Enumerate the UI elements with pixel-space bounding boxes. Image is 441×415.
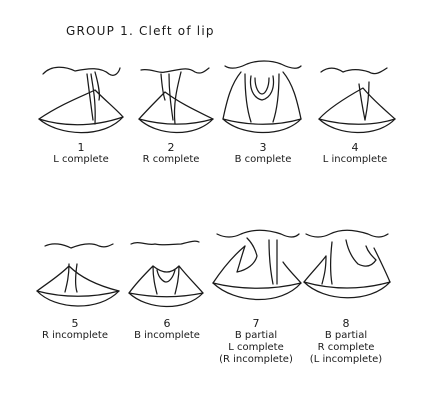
item-number: 7 xyxy=(252,317,260,330)
caption-item-8: 8 B partial R complete (L incomplete) xyxy=(300,317,392,366)
lip-drawing-6-bilateral-incomplete xyxy=(128,240,204,308)
item-label: B complete xyxy=(234,154,292,165)
item-label-line-3: (R incomplete) xyxy=(219,354,293,365)
item-number: 6 xyxy=(163,317,171,330)
item-label: B incomplete xyxy=(134,330,200,341)
item-label-line-1: B partial xyxy=(324,330,368,341)
item-label-line-2: L complete xyxy=(228,342,284,353)
lip-drawing-8-partial-right-complete xyxy=(303,229,391,299)
lip-drawing-2-right-complete xyxy=(138,67,214,134)
lip-drawing-7-partial-left-complete xyxy=(212,229,302,301)
caption-item-7: 7 B partial L complete (R incomplete) xyxy=(210,317,302,366)
item-label: L incomplete xyxy=(322,154,388,165)
item-number: 8 xyxy=(342,317,350,330)
item-label-line-1: B partial xyxy=(234,330,278,341)
item-label: L complete xyxy=(53,154,109,165)
caption-item-5: 5 R incomplete xyxy=(36,317,114,342)
lip-drawing-3-bilateral-complete xyxy=(222,60,302,134)
caption-item-3: 3 B complete xyxy=(228,141,298,166)
caption-item-6: 6 B incomplete xyxy=(126,317,208,342)
item-label-line-2: R complete xyxy=(317,342,375,353)
caption-item-2: 2 R complete xyxy=(136,141,206,166)
caption-item-4: 4 L incomplete xyxy=(312,141,398,166)
item-number: 2 xyxy=(167,141,175,154)
item-number: 1 xyxy=(77,141,85,154)
item-number: 5 xyxy=(71,317,79,330)
caption-item-1: 1 L complete xyxy=(46,141,116,166)
item-label: R complete xyxy=(142,154,200,165)
item-number: 4 xyxy=(351,141,359,154)
figure-title: GROUP 1. Cleft of lip xyxy=(66,24,215,38)
lip-drawing-1-left-complete xyxy=(38,66,124,134)
lip-drawing-5-right-incomplete xyxy=(36,243,120,307)
lip-drawing-4-left-incomplete xyxy=(318,67,396,134)
item-number: 3 xyxy=(259,141,267,154)
item-label: R incomplete xyxy=(42,330,108,341)
item-label-line-3: (L incomplete) xyxy=(309,354,383,365)
